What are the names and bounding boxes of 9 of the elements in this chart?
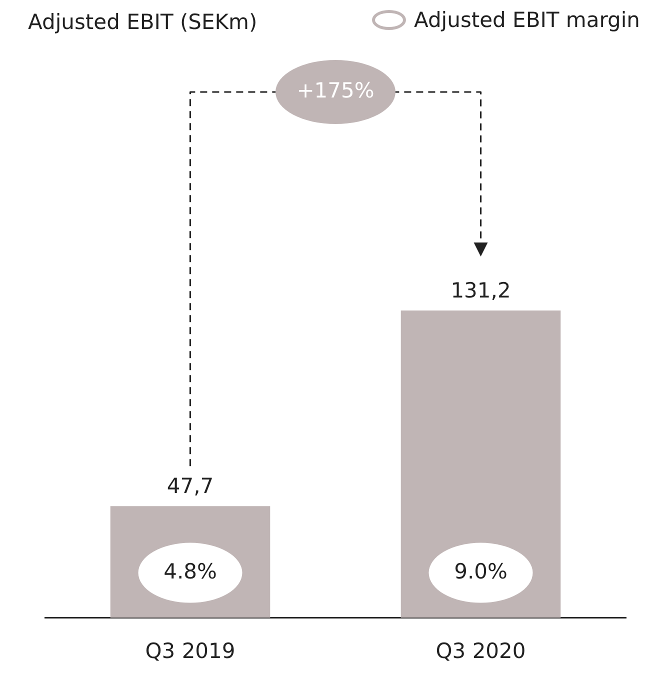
annotation: 4.8% <box>164 559 217 584</box>
x-tick-label: Q3 2020 <box>436 638 526 663</box>
data-label: 47,7 <box>166 474 214 498</box>
annotation: 9.0% <box>454 559 508 584</box>
chart-title: Adjusted EBIT (SEKm) <box>28 10 258 34</box>
legend-title: Adjusted EBIT margin <box>414 8 640 32</box>
x-tick-label: Q3 2019 <box>145 638 236 663</box>
text: +175% <box>296 78 374 102</box>
data-label: 131,2 <box>450 278 511 302</box>
